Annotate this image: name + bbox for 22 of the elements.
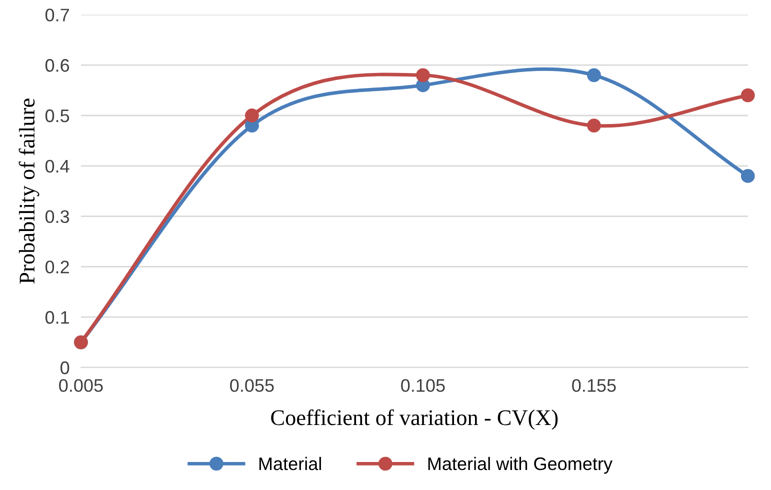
y-tick-label: 0.3 (45, 210, 70, 224)
x-tick-label: 0.155 (572, 379, 616, 392)
x-tick-label: 0.055 (230, 379, 274, 392)
point (416, 68, 430, 82)
point (587, 68, 601, 82)
y-tick-label: 0.5 (45, 109, 70, 122)
x-axis-title: Coefficient of variation - CV(X) (271, 409, 558, 430)
y-tick-label: 0.1 (45, 311, 69, 324)
legend-label: Material with Geometry (428, 456, 612, 474)
x-tick-label: 0.005 (59, 379, 103, 392)
y-axis-title: Probability of failure (18, 98, 40, 284)
point (587, 118, 601, 133)
point (740, 169, 755, 183)
point (245, 108, 259, 122)
y-tick-label: 0.7 (45, 8, 69, 22)
x-tick-label: 0.105 (401, 379, 445, 392)
y-tick-label: 0 (60, 361, 70, 374)
y-tick-label: 0.2 (45, 260, 69, 274)
y-tick-label: 0.6 (45, 59, 70, 72)
legend-label: Material (259, 456, 321, 470)
y-tick-label: 0.4 (45, 160, 70, 173)
point (740, 88, 755, 102)
